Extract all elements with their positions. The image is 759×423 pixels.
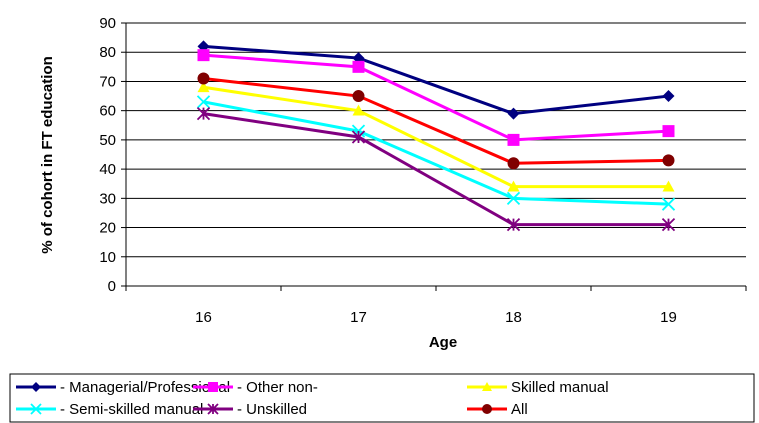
legend-marker	[208, 382, 218, 392]
y-tick-label: 20	[99, 220, 116, 237]
x-tick-label: 17	[350, 309, 367, 326]
y-tick-label: 60	[99, 103, 116, 120]
y-tick-label: 70	[99, 73, 116, 90]
x-axis-ticks: 16 17 18 19	[125, 286, 747, 326]
data-point	[507, 157, 520, 170]
y-tick-label: 40	[99, 161, 116, 178]
legend-marker	[31, 382, 41, 392]
legend-label: - Semi-skilled manual	[60, 401, 203, 418]
data-point	[352, 104, 365, 116]
series-line	[203, 100, 669, 206]
legend-marker	[482, 404, 492, 414]
series-line	[203, 85, 669, 189]
data-point	[661, 197, 676, 211]
legend-label: - Unskilled	[237, 401, 307, 418]
data-point	[507, 107, 520, 120]
series-star	[196, 106, 676, 232]
data-point	[662, 180, 675, 192]
data-point	[507, 180, 520, 192]
data-point	[196, 95, 211, 109]
legend-label: Skilled manual	[511, 379, 609, 396]
legend-marker	[482, 382, 492, 391]
y-tick-label: 90	[99, 15, 116, 32]
data-point	[506, 191, 521, 205]
legend: - Managerial/Professional - Other non- Ski…	[16, 379, 609, 418]
data-point	[197, 49, 210, 62]
series-square	[197, 49, 675, 146]
legend-label: All	[511, 401, 528, 418]
y-tick-label: 0	[108, 278, 116, 295]
legend-label: - Other non-	[237, 379, 318, 396]
x-tick-label: 19	[660, 309, 677, 326]
data-point	[197, 81, 210, 93]
data-point	[351, 130, 366, 144]
data-point	[352, 60, 365, 73]
data-point	[662, 90, 675, 103]
series-triangle	[197, 81, 675, 192]
data-point	[197, 72, 210, 85]
series-line	[203, 112, 669, 227]
data-point	[662, 154, 675, 167]
x-tick-label: 18	[505, 309, 522, 326]
legend-label: - Managerial/Professional	[60, 379, 230, 396]
series-line	[203, 44, 669, 116]
legend-item: Skilled manual	[467, 379, 609, 396]
series-line	[203, 77, 669, 165]
series-circle	[197, 72, 675, 170]
data-point	[661, 217, 676, 232]
data-point	[352, 90, 365, 103]
y-tick-label: 80	[99, 44, 116, 61]
data-point	[196, 106, 211, 121]
y-tick-label: 30	[99, 190, 116, 207]
legend-marker	[30, 403, 42, 415]
y-tick-label: 10	[99, 249, 116, 266]
y-tick-label: 50	[99, 132, 116, 149]
legend-item: - Unskilled	[193, 401, 307, 418]
data-point	[507, 133, 520, 146]
series-line	[203, 53, 669, 142]
legend-marker	[207, 403, 219, 415]
y-axis-ticks: 0 10 20 30 40 50 60 70 80 90	[99, 15, 126, 295]
gridlines	[126, 22, 746, 258]
x-axis-title: Age	[429, 334, 457, 351]
data-point	[506, 217, 521, 232]
legend-item: - Other non-	[193, 379, 318, 396]
data-point	[662, 125, 675, 138]
series-lines	[196, 40, 676, 232]
series-x	[196, 95, 676, 211]
x-tick-label: 16	[195, 309, 212, 326]
legend-item: - Semi-skilled manual	[16, 401, 203, 418]
legend-item: All	[467, 401, 528, 418]
y-axis-title: % of cohort in FT education	[39, 56, 56, 254]
legend-item: - Managerial/Professional	[16, 379, 230, 396]
legend-box	[9, 373, 755, 423]
